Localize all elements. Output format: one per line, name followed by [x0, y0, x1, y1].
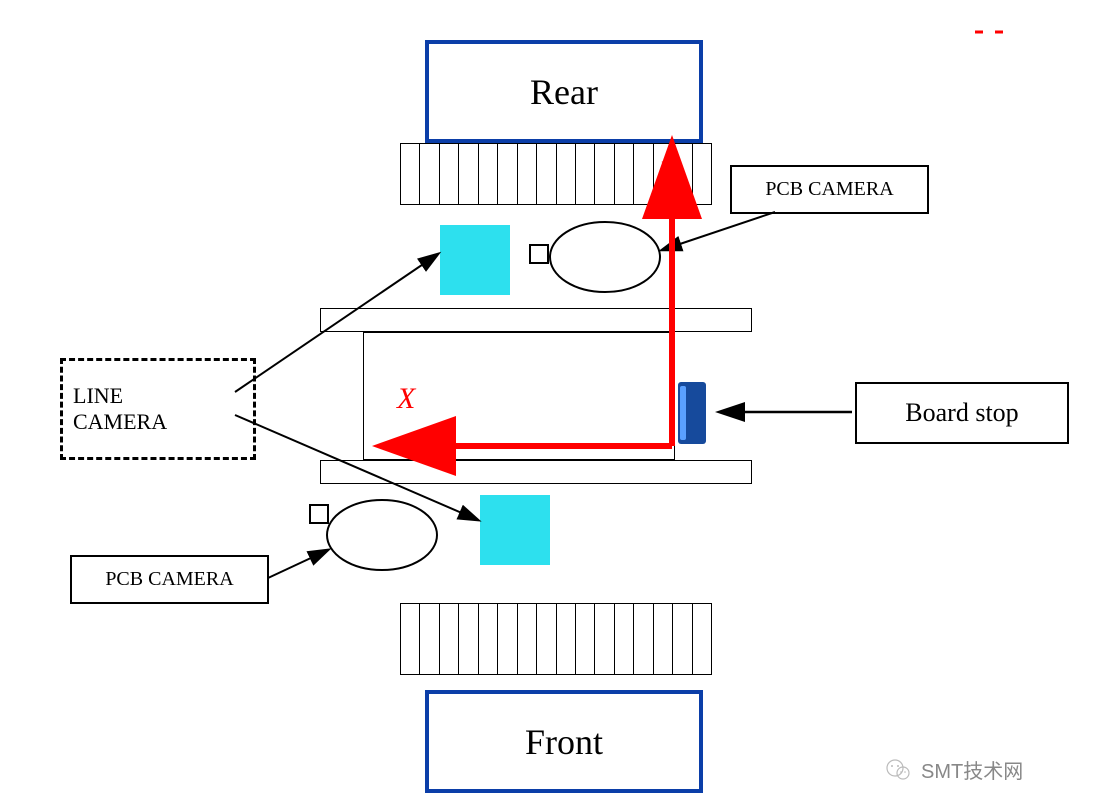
- board-stop-box: Board stop: [855, 382, 1069, 444]
- board-rail-bottom: [320, 460, 752, 484]
- x-axis-label: X: [397, 382, 415, 416]
- camera-lens-bottom: [327, 500, 437, 570]
- rear-label: Rear: [530, 71, 598, 113]
- front-label: Front: [525, 721, 603, 763]
- line-camera-label-2: CAMERA: [73, 409, 167, 435]
- board-stop-highlight: [680, 386, 686, 440]
- arrow-pcb-bottom: [268, 550, 328, 578]
- watermark: SMT技术网: [885, 755, 1023, 784]
- front-box: Front: [425, 690, 703, 793]
- pcb-camera-box-top: PCB CAMERA: [730, 165, 929, 214]
- watermark-text: SMT技术网: [921, 755, 1023, 784]
- wechat-icon: [885, 756, 913, 784]
- line-camera-label-1: LINE: [73, 383, 123, 409]
- pcb-camera-label-bottom: PCB CAMERA: [105, 568, 233, 591]
- line-camera-box: LINE CAMERA: [60, 358, 256, 460]
- board-rail-top: [320, 308, 752, 332]
- pcb-camera-box-bottom: PCB CAMERA: [70, 555, 269, 604]
- cyan-square-top: [440, 225, 510, 295]
- hatch-bottom: [400, 603, 712, 675]
- pcb-camera-label-top: PCB CAMERA: [765, 178, 893, 201]
- arrow-pcb-top: [662, 212, 775, 250]
- camera-knob-bottom: [310, 505, 328, 523]
- cyan-square-bottom: [480, 495, 550, 565]
- rear-box: Rear: [425, 40, 703, 143]
- y-axis-label: Y: [660, 155, 677, 189]
- camera-lens-top: [550, 222, 660, 292]
- camera-knob-top: [530, 245, 548, 263]
- board-stop-label: Board stop: [905, 398, 1018, 428]
